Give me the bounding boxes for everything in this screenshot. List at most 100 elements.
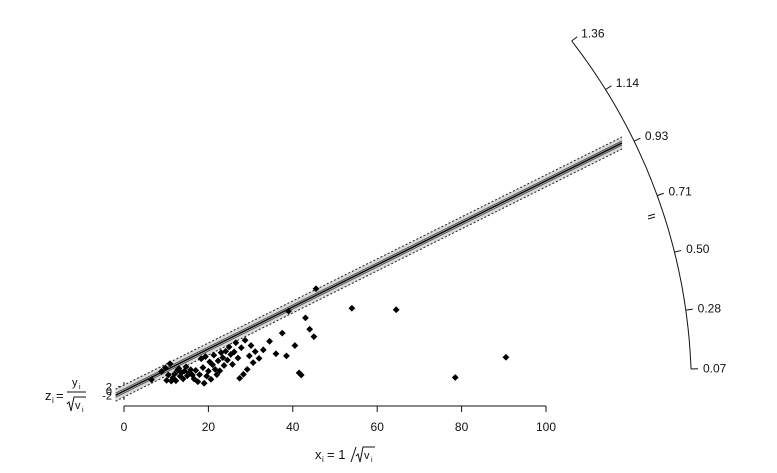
data-point [237, 344, 245, 352]
data-point [249, 359, 257, 366]
data-point [196, 371, 203, 379]
radial-tick-label: 0.50 [686, 242, 710, 256]
data-point [451, 374, 459, 381]
data-point [213, 371, 221, 379]
data-point [220, 362, 228, 369]
data-point [285, 307, 292, 315]
data-point [247, 342, 255, 349]
svg-text:z: z [45, 388, 52, 403]
data-point [163, 376, 171, 384]
svg-text:v: v [364, 450, 370, 462]
radial-tick [571, 36, 578, 42]
radial-tick-label: 0.07 [703, 362, 727, 376]
data-point [202, 353, 209, 360]
data-point [502, 353, 510, 361]
data-point [209, 361, 217, 369]
radial-tick [657, 192, 664, 197]
data-point [230, 348, 238, 356]
radial-tick-label: 0.93 [645, 129, 669, 143]
x-tick-label: 80 [455, 420, 469, 434]
radial-tick-label: 1.14 [616, 76, 640, 90]
svg-text:i: i [82, 407, 84, 414]
radial-axis: 1.36 1.14 0.93 0.71 0.50 0.28 0.07 [571, 27, 727, 376]
y-axis-label: z i = y i v i [45, 377, 86, 414]
y-tick-label: 2 [106, 382, 112, 394]
x-tick-label: 60 [371, 420, 385, 434]
data-point [259, 346, 267, 354]
data-point [229, 360, 236, 368]
data-point [200, 379, 208, 387]
summary-mark [647, 213, 656, 217]
data-point [278, 329, 286, 337]
data-point [179, 375, 187, 383]
data-point [240, 370, 247, 378]
svg-text:= 1: = 1 [327, 447, 345, 462]
x-axis-label: x i = 1 v i [315, 446, 375, 464]
data-point [171, 370, 179, 378]
data-point [164, 371, 172, 379]
data-point [182, 363, 190, 371]
x-tick-label: 20 [202, 420, 216, 434]
data-point [283, 352, 290, 360]
svg-text:=: = [56, 388, 64, 403]
data-point [187, 366, 195, 374]
data-point [272, 350, 280, 358]
data-point [180, 367, 188, 375]
summary-mark [647, 216, 656, 220]
radial-tick-label: 1.36 [581, 27, 605, 41]
data-point [223, 356, 231, 364]
data-point [255, 354, 263, 362]
data-point [161, 364, 169, 372]
data-point [148, 376, 155, 384]
data-point [192, 367, 200, 374]
radial-tick-label: 0.28 [698, 301, 722, 315]
data-point [392, 306, 400, 314]
data-point [199, 364, 207, 371]
data-point [166, 360, 174, 368]
regression-band [115, 136, 623, 402]
data-point [302, 314, 309, 322]
data-point [210, 351, 218, 359]
y-tick-label: -2 [102, 390, 112, 402]
svg-text:y: y [72, 377, 78, 389]
data-point [194, 378, 202, 386]
data-point [207, 375, 215, 383]
data-point [219, 354, 227, 362]
data-point [225, 343, 233, 351]
radial-tick-label: 0.71 [668, 185, 692, 199]
inner-lower [115, 144, 623, 398]
data-point [348, 304, 356, 312]
radial-tick [633, 137, 641, 142]
radial-tick [685, 308, 693, 311]
data-point [216, 367, 224, 375]
data-point [236, 374, 244, 382]
svg-text:i: i [52, 396, 54, 405]
data-point [297, 371, 305, 379]
data-point [243, 365, 251, 373]
data-point [227, 351, 235, 358]
data-point [306, 325, 314, 333]
radial-tick [605, 85, 612, 90]
data-point [232, 339, 240, 347]
svg-text:v: v [75, 400, 81, 412]
band-upper [115, 136, 623, 390]
data-point [222, 347, 230, 355]
x-tick-label: 100 [536, 420, 556, 434]
data-point [214, 357, 222, 365]
data-point [158, 368, 165, 375]
svg-text:i: i [322, 455, 324, 464]
svg-text:x: x [315, 447, 322, 462]
data-points [148, 285, 510, 387]
data-point [312, 285, 320, 293]
data-point [295, 369, 303, 377]
data-point [241, 336, 249, 344]
data-point [205, 367, 212, 375]
data-point [266, 337, 273, 345]
radial-tick [674, 249, 682, 253]
data-point [167, 377, 175, 385]
regression-line [115, 142, 623, 396]
data-point [310, 333, 318, 341]
x-tick-label: 40 [286, 420, 300, 434]
